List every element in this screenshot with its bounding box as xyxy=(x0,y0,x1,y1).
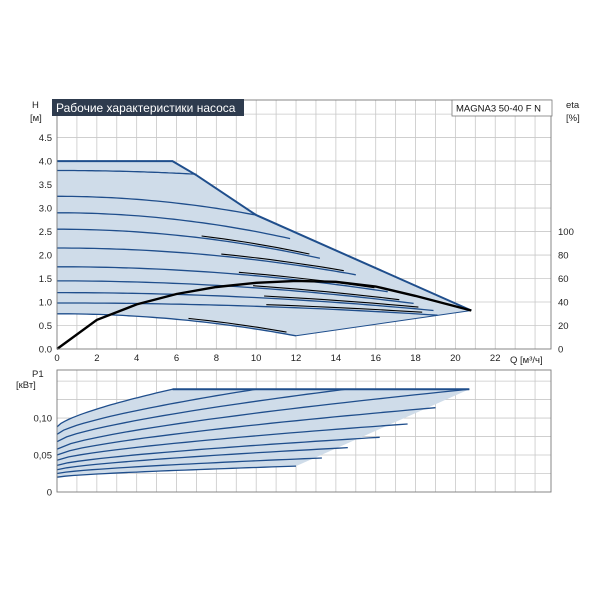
efficiency-segment-3 xyxy=(238,271,375,289)
efficiency-tick-label: 40 xyxy=(558,298,569,309)
x-tick-label: 14 xyxy=(331,353,342,364)
x-tick-label: 22 xyxy=(490,353,501,364)
x-tick-label: 20 xyxy=(450,353,461,364)
x-tick-label: 8 xyxy=(214,353,219,364)
head-curve-3 xyxy=(57,212,291,240)
power-curve-6 xyxy=(56,423,408,461)
chart-title: Рабочие характеристики насоса xyxy=(56,101,236,115)
efficiency-segment-7 xyxy=(188,317,287,333)
model-label-box xyxy=(451,99,553,117)
power-axis-label: P1 xyxy=(32,369,44,380)
efficiency-axis-unit: [%] xyxy=(566,113,580,124)
efficiency-tick-label: 20 xyxy=(558,321,569,332)
power-curve-4 xyxy=(56,388,470,450)
power-curve-2 xyxy=(56,388,257,435)
chart-title-background xyxy=(52,99,244,116)
x-tick-label: 4 xyxy=(134,353,139,364)
head-tick-label: 2.0 xyxy=(39,251,52,262)
head-curve-6 xyxy=(57,266,388,293)
power-axis-unit: [кВт] xyxy=(16,380,36,391)
head-curve-9 xyxy=(57,302,438,316)
min-curve-boundary xyxy=(295,310,472,337)
x-tick-label: 0 xyxy=(54,353,59,364)
efficiency-segment-2 xyxy=(221,253,344,272)
flow-axis-label: Q [м³/ч] xyxy=(510,355,543,366)
efficiency-axis-label: eta xyxy=(566,100,580,111)
head-curve-5 xyxy=(57,247,356,276)
head-curve-8 xyxy=(57,291,434,312)
power-curve-7 xyxy=(56,436,380,467)
head-plot-frame xyxy=(56,99,552,350)
head-tick-label: 1.5 xyxy=(39,274,52,285)
operating-area-fill xyxy=(57,161,472,478)
power-curve-3 xyxy=(56,388,346,443)
plot-frames xyxy=(56,99,552,493)
efficiency-segment-5 xyxy=(264,295,419,308)
head-curve-2 xyxy=(57,195,257,216)
x-tick-label: 12 xyxy=(291,353,302,364)
power-curve-8 xyxy=(56,446,348,471)
efficiency-segment-4 xyxy=(253,285,400,301)
tick-labels: 0 2 4 6 8 10 12 14 16 18 20 22 0.0 0.5 1.0 1.5 2.0 2.5 3.0… xyxy=(34,133,574,498)
efficiency-tick-label: 60 xyxy=(558,274,569,285)
efficiency-segment-1 xyxy=(201,235,310,255)
power-operating-area xyxy=(57,389,470,478)
x-tick-label: 18 xyxy=(410,353,421,364)
efficiency-tick-label: 80 xyxy=(558,251,569,262)
power-tick-label: 0 xyxy=(47,488,52,499)
head-curve-7 xyxy=(57,280,414,305)
head-tick-label: 1.0 xyxy=(39,298,52,309)
head-tick-label: 0.5 xyxy=(39,321,52,332)
efficiency-tick-label: 100 xyxy=(558,227,574,238)
head-curve-4 xyxy=(57,228,321,259)
head-operating-area xyxy=(57,161,472,336)
power-tick-label: 0,05 xyxy=(34,451,53,462)
head-tick-label: 4.5 xyxy=(39,133,52,144)
efficiency-curve-1 xyxy=(56,279,472,350)
efficiency-curves xyxy=(56,235,472,350)
head-axis-label: H xyxy=(32,100,39,111)
efficiency-segment-6 xyxy=(266,304,423,313)
model-label: MAGNA3 50-40 F N xyxy=(456,104,541,115)
max-curve-envelope xyxy=(57,160,472,312)
power-curve-9 xyxy=(56,457,322,475)
x-tick-label: 2 xyxy=(94,353,99,364)
head-tick-label: 3.5 xyxy=(39,180,52,191)
power-curve-1 xyxy=(56,388,173,428)
x-tick-label: 10 xyxy=(251,353,262,364)
x-tick-label: 16 xyxy=(370,353,381,364)
efficiency-tick-label: 0 xyxy=(558,345,563,356)
head-curve-1 xyxy=(57,169,197,175)
x-tick-label: 6 xyxy=(174,353,179,364)
head-curve-10 xyxy=(57,313,297,337)
power-curve-5 xyxy=(56,407,436,456)
power-plot-frame xyxy=(56,369,552,493)
pump-curves xyxy=(56,160,472,478)
head-tick-label: 2.5 xyxy=(39,227,52,238)
head-tick-label: 4.0 xyxy=(39,157,52,168)
head-tick-label: 3.0 xyxy=(39,204,52,215)
power-curve-10 xyxy=(56,465,297,478)
head-axis-unit: [м] xyxy=(30,113,42,124)
power-tick-label: 0,10 xyxy=(34,414,53,425)
head-tick-label: 0.0 xyxy=(39,345,52,356)
